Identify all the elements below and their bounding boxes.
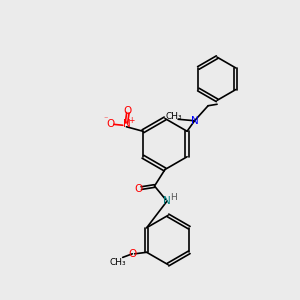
Text: N: N: [191, 116, 199, 126]
Text: O: O: [124, 106, 132, 116]
Text: O: O: [128, 249, 136, 259]
Text: H: H: [170, 193, 177, 202]
Text: +: +: [129, 116, 135, 125]
Text: O: O: [107, 119, 115, 129]
Text: O: O: [135, 184, 143, 194]
Text: ⁻: ⁻: [103, 114, 108, 124]
Text: N: N: [163, 196, 171, 206]
Text: CH₃: CH₃: [110, 258, 127, 267]
Text: CH₃: CH₃: [165, 112, 182, 122]
Text: N: N: [122, 119, 130, 129]
